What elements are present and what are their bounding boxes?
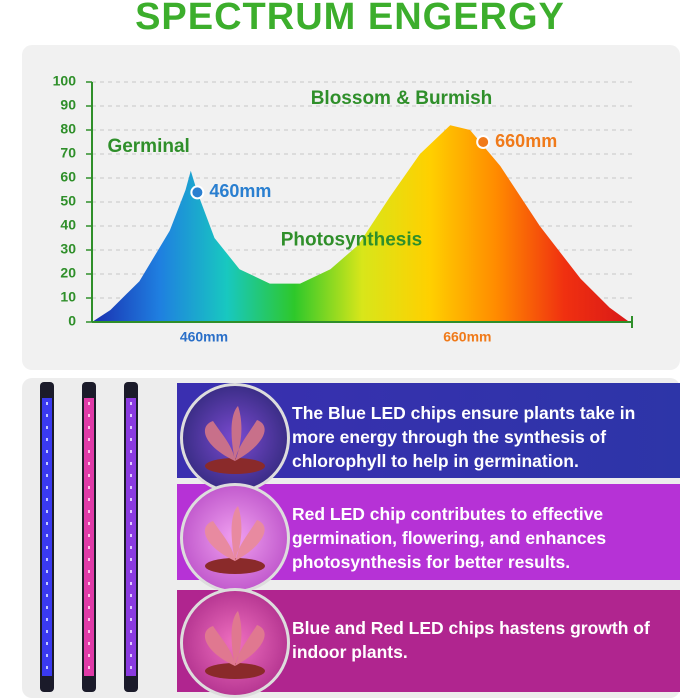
y-tick-label: 100 [53, 73, 77, 89]
tube-mixed [124, 382, 138, 692]
y-tick-label: 30 [60, 241, 76, 257]
led-tubes [40, 382, 138, 692]
y-tick-label: 70 [60, 145, 76, 161]
y-tick-label: 60 [60, 169, 76, 185]
panel-text: Blue and Red LED chips hastens growth of… [292, 618, 650, 662]
y-tick-label: 50 [60, 193, 76, 209]
y-tick-label: 90 [60, 97, 76, 113]
x-tick-label: 460mm [180, 329, 228, 345]
plant-photo [180, 483, 290, 593]
y-tick-label: 0 [68, 313, 76, 329]
annotation: Germinal [107, 136, 189, 157]
tube-blue [40, 382, 54, 692]
point-marker [476, 135, 491, 149]
point-label: 660mm [495, 131, 557, 151]
point-marker [190, 185, 205, 200]
chart: 0 10 20 30 40 50 60 70 80 90 100 460mm 660mm 460mm 660… [22, 45, 680, 370]
annotation: Photosynthesis [281, 229, 422, 250]
y-tick-label: 10 [60, 289, 76, 305]
y-tick-label: 80 [60, 121, 76, 137]
x-tick-label: 660mm [443, 329, 491, 345]
panel-text: The Blue LED chips ensure plants take in… [292, 403, 636, 471]
tube-red [82, 382, 96, 692]
plant-photo [180, 383, 290, 493]
panel-text: Red LED chip contributes to effective ge… [292, 504, 607, 572]
point-label: 460mm [209, 181, 271, 201]
spectrum-area [92, 125, 630, 322]
plant-photo [180, 588, 290, 698]
title: SPECTRUM ENGERGY [135, 0, 565, 38]
y-tick-label: 20 [60, 265, 76, 281]
annotation: Blossom & Burmish [311, 88, 493, 109]
info-panel: The Blue LED chips ensure plants take in… [22, 378, 680, 698]
y-tick-label: 40 [60, 217, 76, 233]
